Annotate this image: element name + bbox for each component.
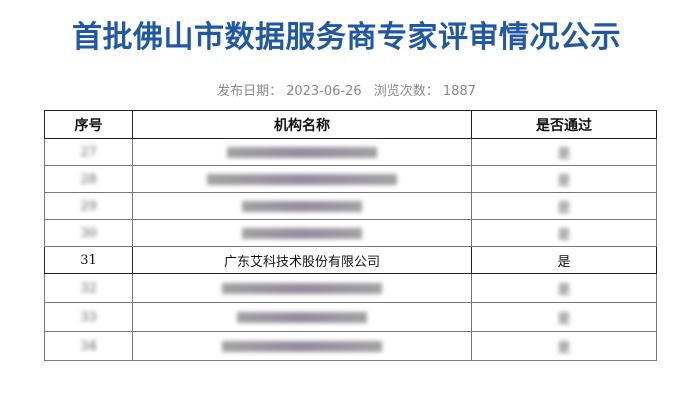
cell-name bbox=[132, 138, 472, 166]
cell-no: 33 bbox=[44, 302, 133, 332]
table-row: 33 是 bbox=[44, 302, 657, 332]
cell-no: 30 bbox=[44, 219, 133, 247]
cell-passed: 是 bbox=[471, 165, 657, 193]
cell-passed: 是 bbox=[471, 219, 657, 247]
cell-no: 27 bbox=[44, 138, 133, 166]
cell-passed: 是 bbox=[471, 273, 657, 303]
review-results-table: 序号 机构名称 是否通过 27 是 28 是 29 是 30 是 31 广东艾科技术股份有限公司是… bbox=[44, 110, 657, 361]
table-row: 30 是 bbox=[44, 219, 657, 247]
table-header: 序号 机构名称 是否通过 bbox=[44, 110, 657, 139]
cell-no: 28 bbox=[44, 165, 133, 193]
article-meta: 发布日期： 2023-06-26 浏览次数： 1887 bbox=[0, 80, 693, 99]
page-title: 首批佛山市数据服务商专家评审情况公示 bbox=[72, 20, 621, 55]
cell-passed: 是 bbox=[471, 246, 657, 274]
cell-no: 31 bbox=[44, 246, 133, 274]
cell-passed: 是 bbox=[471, 302, 657, 332]
cell-name: 广东艾科技术股份有限公司 bbox=[132, 246, 472, 274]
cell-passed: 是 bbox=[471, 331, 657, 361]
header-name: 机构名称 bbox=[132, 110, 472, 139]
table-row: 32 是 bbox=[44, 273, 657, 303]
redacted-name bbox=[222, 282, 382, 294]
header-no: 序号 bbox=[44, 110, 133, 139]
table-row: 29 是 bbox=[44, 192, 657, 220]
redacted-name bbox=[242, 227, 362, 239]
cell-name bbox=[132, 273, 472, 303]
redacted-name bbox=[242, 200, 362, 212]
redacted-name bbox=[222, 340, 382, 352]
table-row: 31 广东艾科技术股份有限公司是 bbox=[44, 246, 657, 274]
cell-no: 34 bbox=[44, 331, 133, 361]
table-row: 27 是 bbox=[44, 138, 657, 166]
cell-name bbox=[132, 192, 472, 220]
cell-name bbox=[132, 302, 472, 332]
cell-name bbox=[132, 219, 472, 247]
redacted-name bbox=[207, 173, 397, 185]
cell-name bbox=[132, 165, 472, 193]
redacted-name bbox=[237, 311, 367, 323]
cell-passed: 是 bbox=[471, 138, 657, 166]
cell-passed: 是 bbox=[471, 192, 657, 220]
redacted-name bbox=[227, 146, 377, 158]
cell-no: 29 bbox=[44, 192, 133, 220]
view-count: 浏览次数： 1887 bbox=[373, 84, 476, 99]
table-row: 28 是 bbox=[44, 165, 657, 193]
table-row: 34 是 bbox=[44, 331, 657, 361]
header-passed: 是否通过 bbox=[471, 110, 657, 139]
publish-date: 发布日期： 2023-06-26 bbox=[217, 84, 362, 99]
cell-name bbox=[132, 331, 472, 361]
cell-no: 32 bbox=[44, 273, 133, 303]
